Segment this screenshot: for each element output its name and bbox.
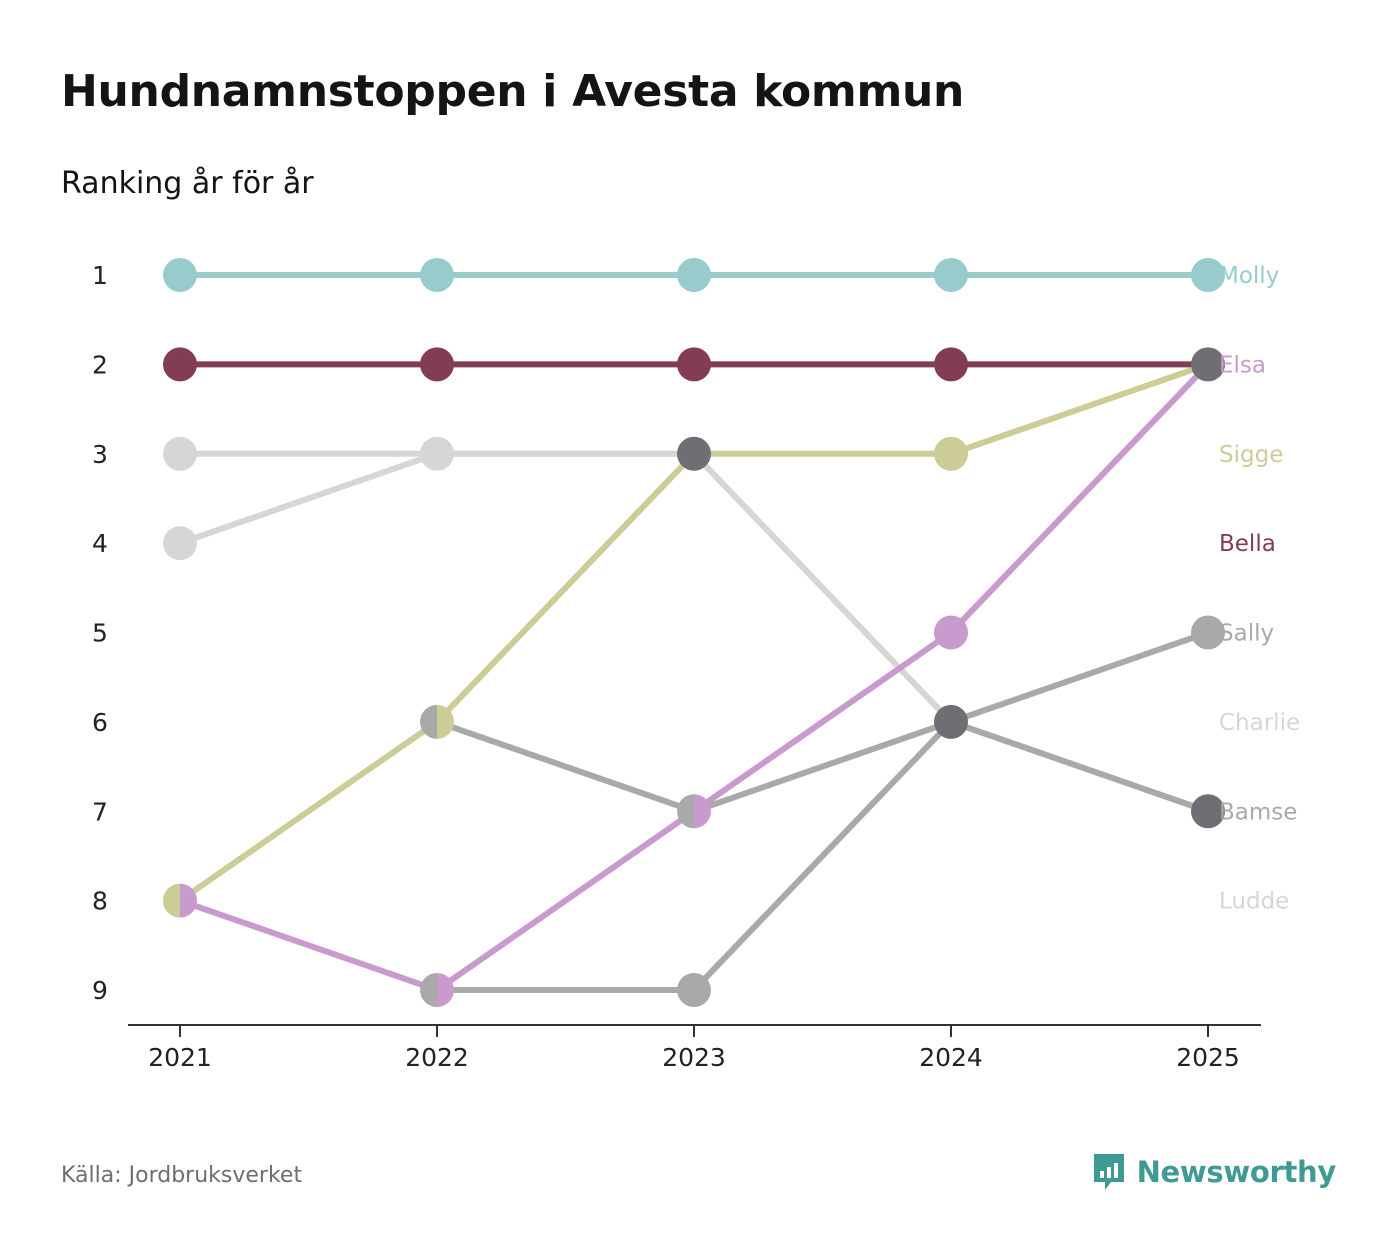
- series-dots: [163, 258, 1225, 1007]
- end-label-ludde: Ludde: [1219, 889, 1289, 915]
- dot-2023-rank-7-bamse-half[interactable]: [677, 794, 694, 829]
- dot-2022-rank-1-molly[interactable]: [420, 258, 454, 292]
- chart-subtitle: Ranking år för år: [61, 166, 314, 201]
- dot-2023-rank-7-elsa-half[interactable]: [694, 794, 711, 829]
- dot-2024-rank-6-multi[interactable]: [934, 704, 968, 739]
- dot-2021-rank-3-charlie[interactable]: [163, 436, 197, 471]
- series-line-bamse[interactable]: [434, 718, 1211, 815]
- end-label-molly: Molly: [1219, 263, 1279, 289]
- dot-2023-rank-9-sally[interactable]: [677, 973, 711, 1007]
- end-label-bella: Bella: [1219, 531, 1276, 557]
- chart-title: Hundnamnstoppen i Avesta kommun: [61, 66, 965, 117]
- dot-2022-rank-9-sally-half[interactable]: [420, 973, 437, 1007]
- y-axis-ticks: 1 2 3 4 5 6 7 8 9: [92, 261, 108, 1005]
- x-tick-label: 2022: [405, 1043, 469, 1072]
- dot-2024-rank-5-elsa[interactable]: [934, 615, 968, 650]
- end-label-charlie: Charlie: [1219, 710, 1300, 736]
- dot-2025-rank-7-multi[interactable]: [1191, 794, 1225, 829]
- end-label-elsa: Elsa: [1219, 352, 1266, 378]
- series-lines: [177, 272, 1211, 993]
- end-label-bamse: Bamse: [1219, 799, 1297, 825]
- dot-2021-rank-4-ludde[interactable]: [163, 526, 197, 561]
- dot-2023-rank-1-molly[interactable]: [677, 258, 711, 292]
- x-tick-label: 2021: [148, 1043, 212, 1072]
- y-tick-label: 9: [92, 976, 108, 1005]
- end-label-sigge: Sigge: [1219, 442, 1283, 468]
- dot-2022-rank-3-ludde[interactable]: [420, 436, 454, 471]
- y-tick-label: 5: [92, 619, 108, 648]
- y-tick-label: 2: [92, 350, 108, 379]
- y-tick-label: 8: [92, 887, 108, 916]
- brand-name: Newsworthy: [1136, 1155, 1337, 1189]
- dot-2024-rank-2-bella[interactable]: [934, 347, 968, 382]
- dot-2022-rank-9-elsa-half[interactable]: [437, 973, 454, 1007]
- dot-2021-rank-8-sigge-half[interactable]: [163, 883, 180, 918]
- y-tick-label: 6: [92, 708, 108, 737]
- end-labels: Molly Elsa Sigge Bella Sally Charlie Bamse Ludd…: [1219, 263, 1300, 915]
- x-tick-label: 2025: [1176, 1043, 1240, 1072]
- dot-2024-rank-1-molly[interactable]: [934, 258, 968, 292]
- dot-2023-rank-2-bella[interactable]: [677, 347, 711, 382]
- dot-2025-rank-2-multi[interactable]: [1191, 347, 1225, 382]
- dot-2022-rank-6-sigge-half[interactable]: [437, 704, 454, 739]
- dot-2025-rank-5-sally[interactable]: [1191, 615, 1225, 650]
- x-tick-label: 2023: [662, 1043, 726, 1072]
- dot-2021-rank-1-molly[interactable]: [163, 258, 197, 292]
- source-note: Källa: Jordbruksverket: [61, 1163, 303, 1188]
- x-tick-label: 2024: [919, 1043, 983, 1072]
- bump-chart: 1 2 3 4 5 6 7 8 9 2021 2022 2023 2024 2025 Molly Elsa…: [92, 258, 1300, 1072]
- x-axis: 2021 2022 2023 2024 2025: [128, 1024, 1261, 1072]
- dot-2023-rank-3-multi[interactable]: [677, 436, 711, 471]
- dot-2021-rank-8-elsa-half[interactable]: [180, 883, 197, 918]
- brand-logo[interactable]: Newsworthy: [1091, 1152, 1336, 1192]
- dot-2024-rank-3-sigge[interactable]: [934, 436, 968, 471]
- y-tick-label: 3: [92, 440, 108, 469]
- series-line-sally[interactable]: [434, 629, 1211, 993]
- y-tick-label: 1: [92, 261, 108, 290]
- dot-2025-rank-1-molly[interactable]: [1191, 258, 1225, 292]
- end-label-sally: Sally: [1219, 621, 1274, 647]
- y-tick-label: 7: [92, 797, 108, 826]
- dot-2022-rank-6-bamse-half[interactable]: [420, 704, 437, 739]
- dot-2021-rank-2-bella[interactable]: [163, 347, 197, 382]
- newsworthy-logo-icon: [1093, 1154, 1124, 1190]
- y-tick-label: 4: [92, 529, 108, 558]
- dot-2022-rank-2-bella[interactable]: [420, 347, 454, 382]
